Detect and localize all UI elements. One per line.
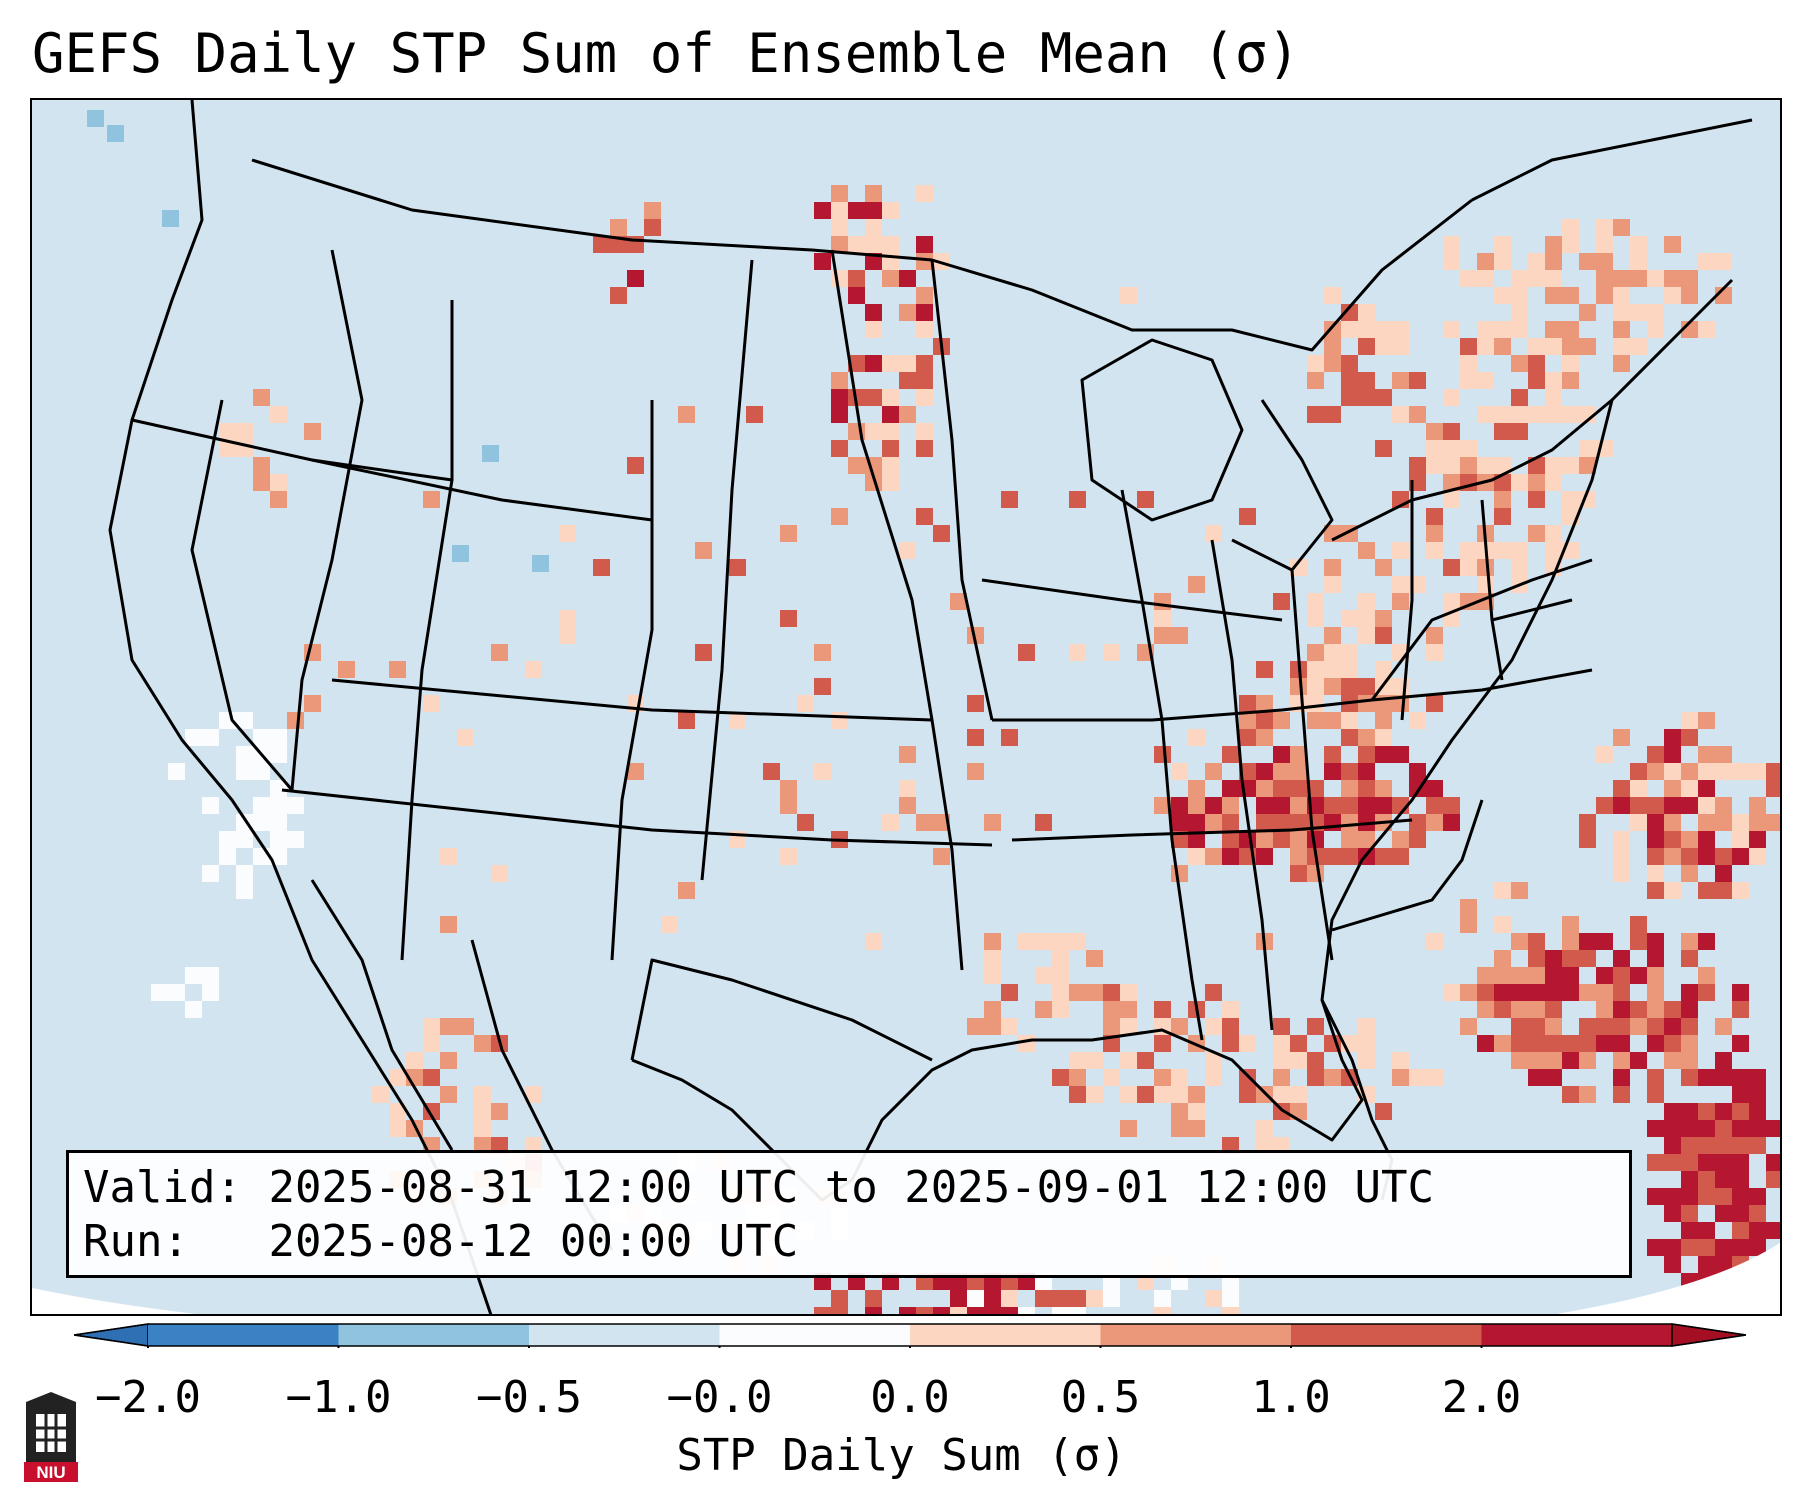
boundary-line — [830, 249, 964, 971]
colorbar-tick-label: −2.0 — [95, 1372, 201, 1423]
colorbar-tick-label: 1.0 — [1251, 1372, 1331, 1423]
colorbar-low-arrow — [74, 1323, 149, 1347]
boundary-line — [1080, 338, 1244, 522]
run-value: 2025-08-12 00:00 UTC — [268, 1216, 799, 1267]
boundary-line — [1210, 539, 1274, 1031]
boundary-line — [1231, 399, 1334, 572]
boundary-line — [1400, 480, 1414, 721]
colorbar-segment — [1291, 1324, 1482, 1346]
logo-text: NIU — [36, 1463, 65, 1482]
map-panel — [30, 98, 1782, 1316]
boundary-line — [400, 300, 454, 961]
colorbar-segment — [1481, 1324, 1673, 1346]
colorbar-segment — [338, 1324, 530, 1346]
colorbar-segment — [1100, 1324, 1292, 1346]
boundary-line — [131, 418, 453, 482]
boundary-line — [610, 400, 654, 961]
colorbar-tick-label: −0.5 — [476, 1372, 582, 1423]
colorbar-high-arrow — [1671, 1323, 1746, 1347]
boundary-line — [281, 788, 993, 847]
boundary-line — [630, 958, 933, 1062]
colorbar-segment — [148, 1324, 339, 1346]
boundary-line — [108, 100, 493, 1314]
colorbar-tick-label: −1.0 — [285, 1372, 392, 1423]
anomaly-layer — [32, 110, 1780, 1314]
colorbar-segment — [910, 1324, 1101, 1346]
valid-time-box: Valid: 2025-08-31 12:00 UTC to 2025-09-0… — [66, 1150, 1632, 1278]
colorbar — [74, 1323, 1746, 1348]
boundary-line — [311, 458, 653, 522]
boundary-line — [190, 399, 294, 791]
boundary-line — [1491, 598, 1573, 622]
boundary-line — [930, 259, 994, 721]
boundary-line — [1471, 118, 1753, 202]
boundary-line — [310, 879, 454, 1151]
boundary-line — [1370, 558, 1593, 701]
colorbar-tick-label: 0.0 — [870, 1372, 950, 1423]
colorbar-segment — [529, 1324, 720, 1346]
niu-logo: NIU — [24, 1392, 78, 1482]
boundary-line — [331, 678, 933, 722]
valid-value: 2025-08-31 12:00 UTC to 2025-09-01 12:00… — [268, 1162, 1435, 1213]
map-title: GEFS Daily STP Sum of Ensemble Mean (σ) — [32, 22, 1300, 85]
colorbar-tick-label: 2.0 — [1441, 1372, 1522, 1423]
map-canvas — [32, 100, 1780, 1314]
colorbar-tick-label: 0.5 — [1060, 1372, 1141, 1423]
boundary-line — [1331, 799, 1484, 932]
boundary-line — [700, 259, 754, 881]
valid-label: Valid: — [83, 1162, 242, 1213]
boundary-line — [981, 578, 1283, 622]
boundary-line — [1290, 569, 1334, 961]
boundary-line — [251, 158, 1473, 352]
boundary-line — [1120, 489, 1204, 1041]
colorbar-tick-label: −0.0 — [666, 1372, 773, 1423]
boundary-line — [1011, 818, 1413, 842]
colorbar-label: STP Daily Sum (σ) — [676, 1430, 1127, 1481]
boundary-line — [631, 399, 1614, 1202]
boundary-line — [290, 249, 364, 791]
colorbar-segment — [719, 1324, 911, 1346]
run-label: Run: — [83, 1216, 189, 1267]
state-borders — [108, 100, 1753, 1314]
boundary-line — [992, 668, 1593, 722]
